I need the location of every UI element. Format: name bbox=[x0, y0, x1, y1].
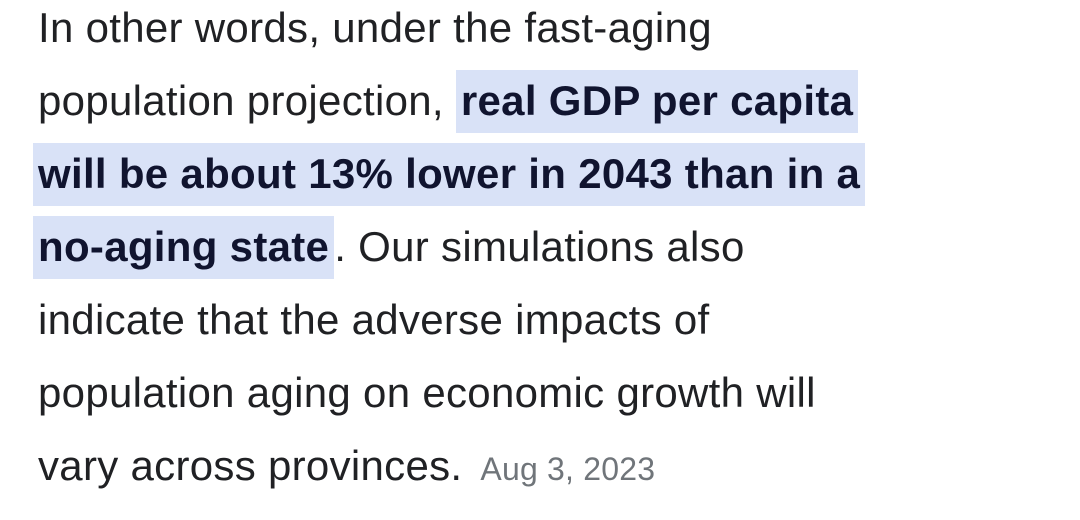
snippet-line: population aging on economic growth will bbox=[38, 356, 1042, 429]
snippet-line: In other words, under the fast-aging bbox=[38, 0, 1042, 64]
highlighted-text: no-aging state bbox=[33, 216, 335, 279]
snippet-line: vary across provinces. Aug 3, 2023 bbox=[38, 429, 1042, 502]
featured-snippet-text: In other words, under the fast-aging pop… bbox=[33, 0, 1042, 502]
snippet-line: no-aging state. Our simulations also bbox=[33, 210, 1042, 283]
snippet-text-segment: In other words, under the fast-aging bbox=[38, 4, 712, 51]
snippet-text-segment: population projection, bbox=[38, 77, 456, 124]
snippet-text-segment: population aging on economic growth will bbox=[38, 369, 816, 416]
snippet-text-segment: . Our simulations also bbox=[334, 223, 745, 270]
highlighted-text: real GDP per capita bbox=[455, 70, 859, 133]
highlighted-text: will be about 13% lower in 2043 than in … bbox=[33, 143, 866, 206]
snippet-line: population projection, real GDP per capi… bbox=[38, 64, 1042, 137]
snippet-text-segment: vary across provinces. bbox=[38, 442, 463, 489]
snippet-line: will be about 13% lower in 2043 than in … bbox=[33, 137, 1042, 210]
snippet-text-segment: indicate that the adverse impacts of bbox=[38, 296, 710, 343]
snippet-date: Aug 3, 2023 bbox=[480, 451, 656, 487]
snippet-line: indicate that the adverse impacts of bbox=[38, 283, 1042, 356]
